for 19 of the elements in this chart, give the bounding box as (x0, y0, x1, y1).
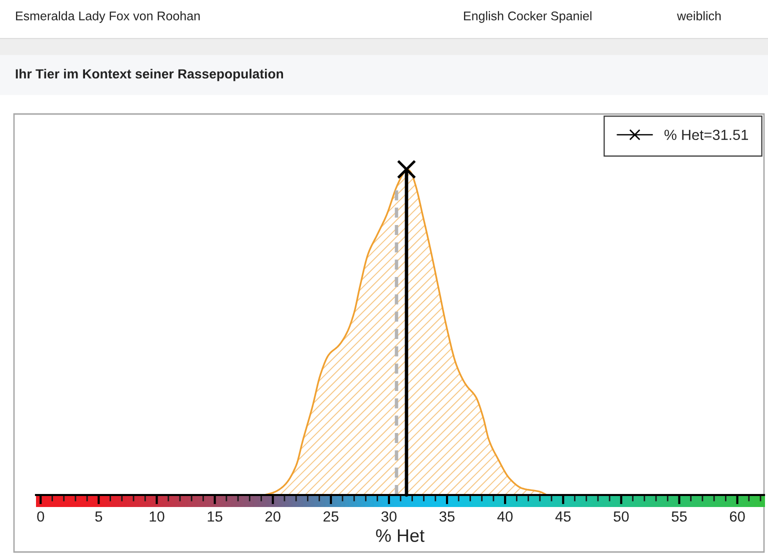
x-tick-label: 50 (614, 511, 629, 522)
text: Esmeralda Lady Fox von Roohan (16, 11, 200, 23)
text: weiblich (676, 11, 721, 20)
x-tick-label: 25 (324, 511, 338, 522)
legend-label: % Het=31.51 (664, 130, 748, 140)
x-tick-label: 10 (150, 511, 164, 522)
text: English Cocker Spaniel (464, 11, 592, 23)
x-tick-label: 15 (208, 512, 222, 522)
x-axis-title: % Het (376, 529, 424, 542)
x-tick-label: 60 (730, 511, 745, 522)
x-tick-label: 45 (555, 512, 571, 522)
x-tick-label: 5 (95, 512, 102, 522)
x-tick-label: 40 (497, 511, 513, 522)
x-tick-label: 55 (672, 512, 687, 522)
x-tick-label: 35 (439, 511, 455, 522)
chart-title: Ihr Tier im Kontext seiner Rassepopulation (16, 68, 284, 82)
x-tick-label: 30 (381, 511, 397, 522)
x-tick-label: 20 (265, 511, 280, 522)
x-tick-label: 0 (37, 511, 44, 522)
